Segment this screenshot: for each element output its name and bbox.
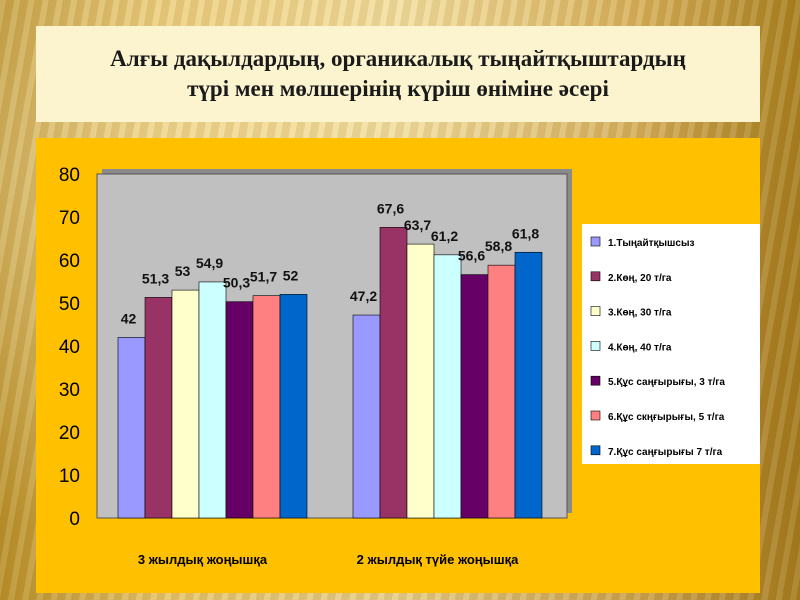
data-label: 51,7 bbox=[250, 269, 277, 285]
x-category-label: 3 жылдық жоңышқа bbox=[138, 552, 268, 567]
x-category-label: 2 жылдық түйе жоңышқа bbox=[357, 552, 519, 567]
legend-swatch bbox=[590, 410, 601, 421]
data-label: 42 bbox=[121, 310, 137, 326]
bar bbox=[225, 301, 254, 519]
bar bbox=[433, 254, 462, 519]
y-tick-label: 0 bbox=[69, 509, 80, 530]
legend-swatch bbox=[590, 341, 601, 351]
bar-chart: 0 10 20 30 40 50 60 70 80 42 47,2 51,3 67,6 53 63,7 54,… bbox=[59, 165, 760, 567]
data-label: 67,6 bbox=[377, 200, 404, 216]
title-line-2: түрі мен мөлшерінің күріш өніміне әсері bbox=[187, 76, 609, 101]
legend-swatch bbox=[590, 445, 601, 456]
bar bbox=[460, 274, 489, 519]
y-tick-label: 60 bbox=[59, 251, 80, 272]
data-label: 61,2 bbox=[431, 228, 458, 244]
legend-swatch bbox=[590, 375, 601, 386]
legend-swatch bbox=[590, 236, 601, 247]
y-tick-label: 30 bbox=[59, 380, 80, 401]
y-tick-label: 50 bbox=[59, 294, 80, 315]
title-line-1: Алғы дақылдардың, органикалық тыңайтқышт… bbox=[110, 46, 686, 71]
legend-label: 2.Көң, 20 т/га bbox=[608, 273, 672, 284]
legend-label: 3.Көң, 30 т/га bbox=[608, 308, 672, 319]
data-label: 63,7 bbox=[404, 217, 431, 233]
y-tick-label: 10 bbox=[59, 466, 80, 487]
legend-label: 6.Құс скңғырығы, 5 т/га bbox=[608, 412, 725, 423]
data-label: 61,8 bbox=[512, 225, 539, 241]
bar bbox=[252, 295, 281, 519]
y-tick-label: 40 bbox=[59, 337, 80, 358]
legend-swatch bbox=[590, 306, 601, 316]
bar bbox=[279, 294, 308, 519]
legend-label: 4.Көң, 40 т/га bbox=[608, 342, 672, 353]
data-label: 54,9 bbox=[196, 255, 223, 271]
legend-label: 5.Құс саңғырығы, 3 т/га bbox=[608, 377, 725, 388]
data-label: 58,8 bbox=[485, 238, 512, 254]
bar bbox=[171, 289, 200, 519]
legend-box bbox=[582, 224, 760, 464]
data-label: 56,6 bbox=[458, 248, 485, 264]
title-box: Алғы дақылдардың, органикалық тыңайтқышт… bbox=[36, 26, 760, 122]
chart-panel: 0 10 20 30 40 50 60 70 80 42 47,2 51,3 67,6 53 63,7 54,… bbox=[36, 138, 760, 593]
data-label: 51,3 bbox=[142, 270, 169, 286]
data-label: 53 bbox=[175, 263, 191, 279]
legend-swatch bbox=[590, 271, 601, 282]
bar bbox=[406, 243, 435, 519]
bar bbox=[379, 227, 408, 519]
legend-label: 7.Құс саңғырығы 7 т/га bbox=[608, 447, 723, 458]
bar bbox=[352, 314, 381, 519]
bar bbox=[487, 264, 516, 519]
bar bbox=[117, 337, 146, 519]
data-label: 50,3 bbox=[223, 275, 250, 291]
y-tick-label: 80 bbox=[59, 165, 80, 186]
bar bbox=[514, 251, 543, 519]
bar bbox=[144, 297, 173, 519]
bar bbox=[198, 281, 227, 519]
y-tick-label: 70 bbox=[59, 208, 80, 229]
legend-label: 1.Тыңайтқышсыз bbox=[608, 238, 694, 249]
y-tick-label: 20 bbox=[59, 423, 80, 444]
page-title: Алғы дақылдардың, органикалық тыңайтқышт… bbox=[110, 44, 686, 104]
data-label: 47,2 bbox=[350, 288, 377, 304]
data-label: 52 bbox=[283, 267, 299, 283]
